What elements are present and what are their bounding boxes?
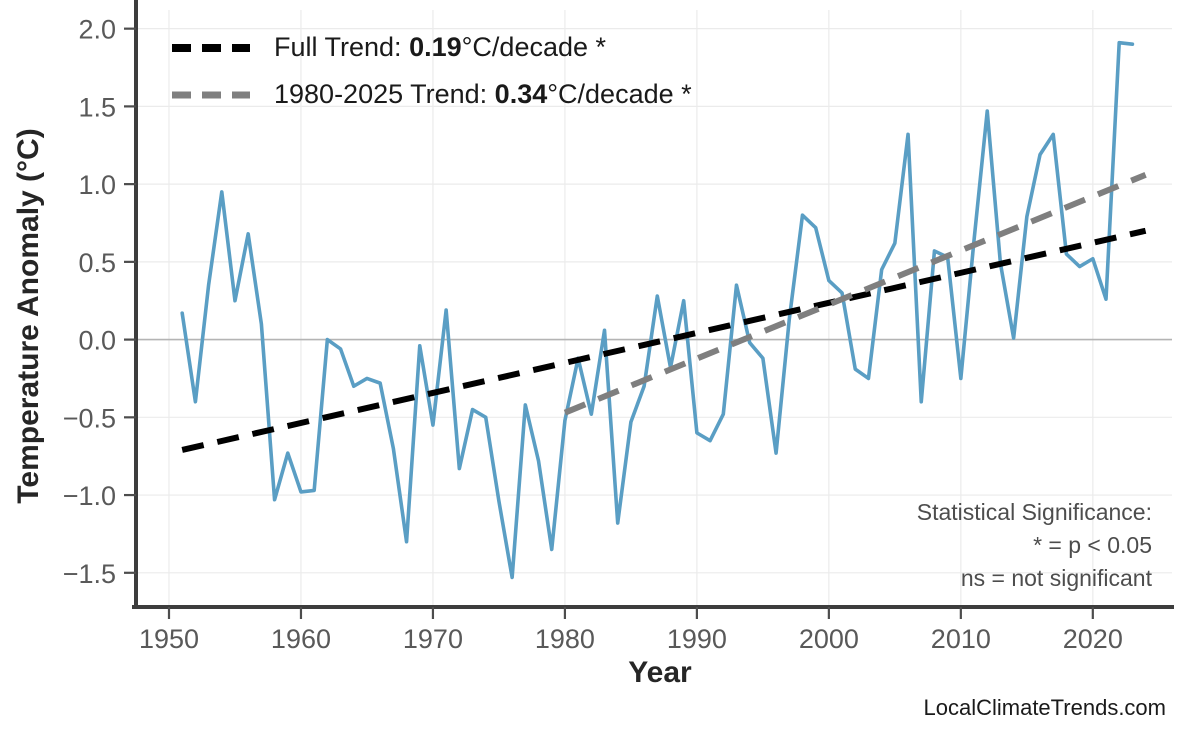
x-tick-label: 2000 (799, 624, 859, 654)
x-tick-label: 1970 (403, 624, 463, 654)
temperature-series (180, 40, 1135, 580)
y-axis-ticks: −1.5 −1.0 −0.5 0.0 0.5 1.0 1.5 2.0 (63, 15, 136, 589)
y-tick-label: −1.0 (63, 481, 116, 511)
y-tick-label: 0.0 (78, 326, 116, 356)
trend-lines (181, 172, 1147, 453)
x-axis-ticks: 1950 1960 1970 1980 1990 2000 2010 2020 (139, 607, 1123, 654)
y-axis-title: Temperature Anomaly (°C) (12, 128, 45, 503)
significance-note-line-2: * = p < 0.05 (1033, 532, 1152, 558)
significance-note: Statistical Significance: * = p < 0.05 n… (917, 499, 1153, 591)
legend-label-recent-trend: 1980-2025 Trend: 0.34°C/decade * (274, 79, 692, 109)
y-tick-label: 2.0 (78, 15, 116, 45)
significance-note-line-1: Statistical Significance: (917, 499, 1152, 525)
watermark-label: LocalClimateTrends.com (924, 695, 1167, 720)
x-axis-title: Year (628, 656, 692, 689)
grid-lines (136, 10, 1172, 607)
y-tick-label: 1.0 (78, 170, 116, 200)
trend-line-recent (563, 172, 1147, 416)
x-tick-label: 2020 (1063, 624, 1123, 654)
chart-legend: Full Trend: 0.19°C/decade * 1980-2025 Tre… (172, 32, 692, 109)
series-line-temperature-anomaly (180, 40, 1135, 580)
significance-note-line-3: ns = not significant (961, 565, 1153, 591)
x-tick-label: 1960 (271, 624, 331, 654)
x-tick-label: 2010 (931, 624, 991, 654)
x-tick-label: 1990 (667, 624, 727, 654)
legend-label-full-trend: Full Trend: 0.19°C/decade * (274, 32, 607, 62)
trend-line-full (181, 227, 1147, 453)
y-tick-label: 1.5 (78, 92, 116, 122)
y-tick-label: −1.5 (63, 559, 116, 589)
y-tick-label: −0.5 (63, 403, 116, 433)
x-tick-label: 1980 (535, 624, 595, 654)
axis-lines (132, 0, 1174, 609)
y-tick-label: 0.5 (78, 248, 116, 278)
x-tick-label: 1950 (139, 624, 199, 654)
